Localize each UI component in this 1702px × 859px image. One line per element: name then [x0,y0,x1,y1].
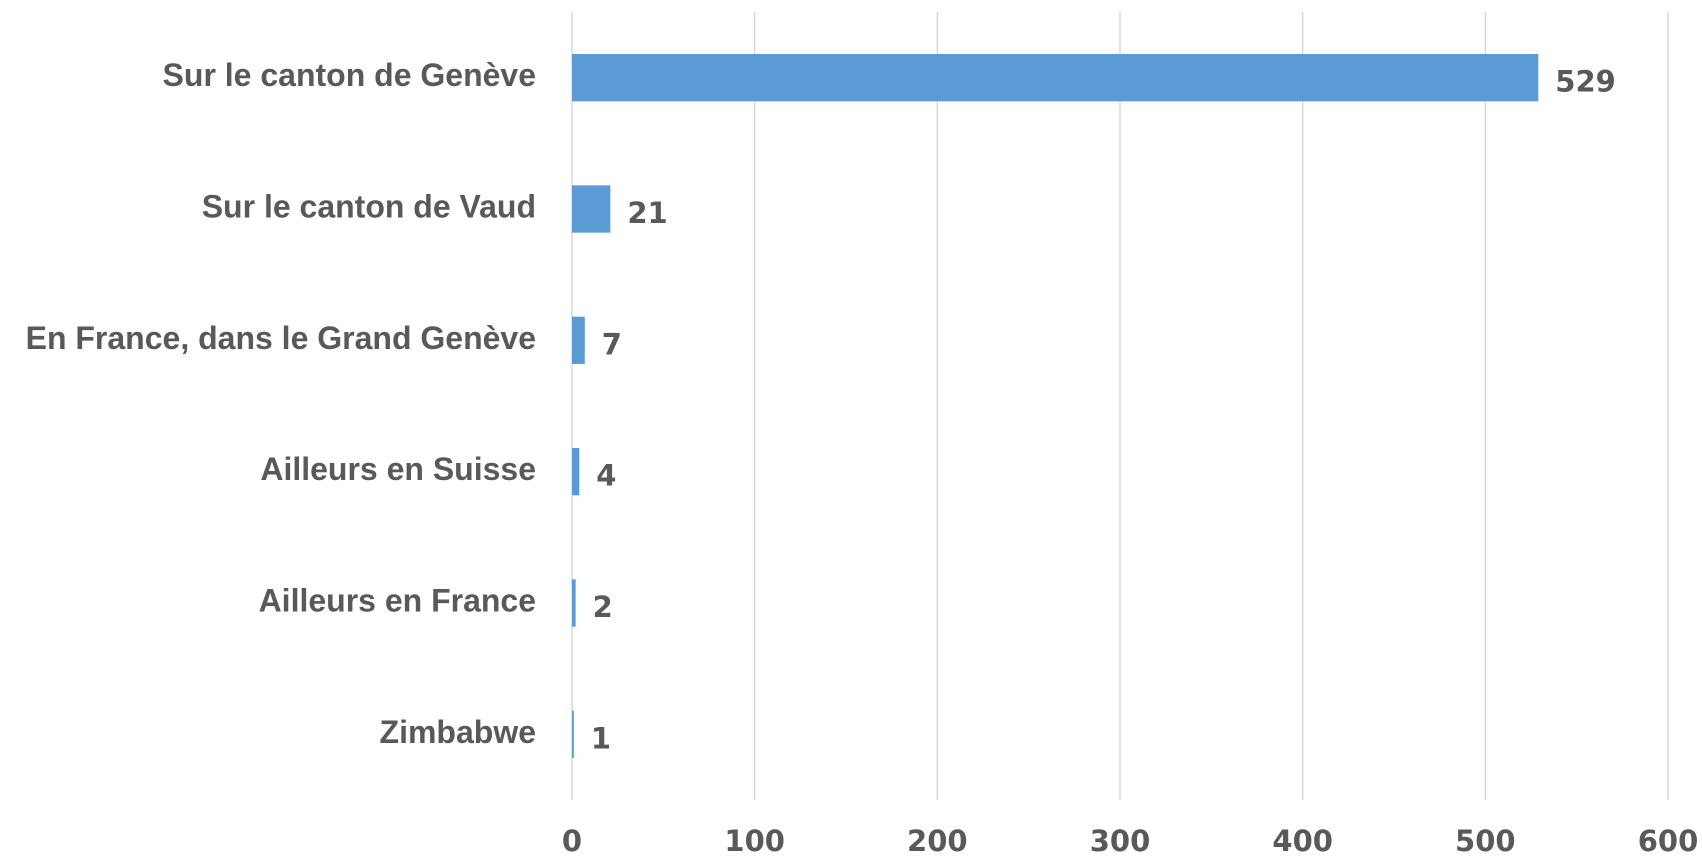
value-label: 4 [596,459,616,493]
y-tick-label: Sur le canton de Vaud [202,188,536,224]
bar [572,185,611,233]
x-tick-label: 600 [1638,824,1699,858]
y-tick-label: Ailleurs en France [259,582,536,618]
y-tick-label: Ailleurs en Suisse [260,451,536,487]
value-label: 529 [1555,65,1616,99]
y-tick-label: En France, dans le Grand Genève [26,320,536,356]
bar [572,579,576,627]
bar [572,316,585,364]
x-tick-label: 400 [1272,824,1333,858]
value-label: 7 [602,327,622,361]
bar [572,710,574,758]
x-tick-label: 300 [1090,824,1151,858]
x-tick-label: 500 [1455,824,1516,858]
x-tick-label: 0 [562,824,582,858]
bar [572,54,1539,102]
value-label: 2 [593,590,613,624]
value-label: 21 [627,196,667,230]
y-tick-label: Sur le canton de Genève [163,57,536,93]
value-label: 1 [591,721,611,755]
bar [572,448,580,496]
y-tick-label: Zimbabwe [380,714,536,750]
x-tick-label: 200 [907,824,968,858]
x-tick-label: 100 [724,824,785,858]
